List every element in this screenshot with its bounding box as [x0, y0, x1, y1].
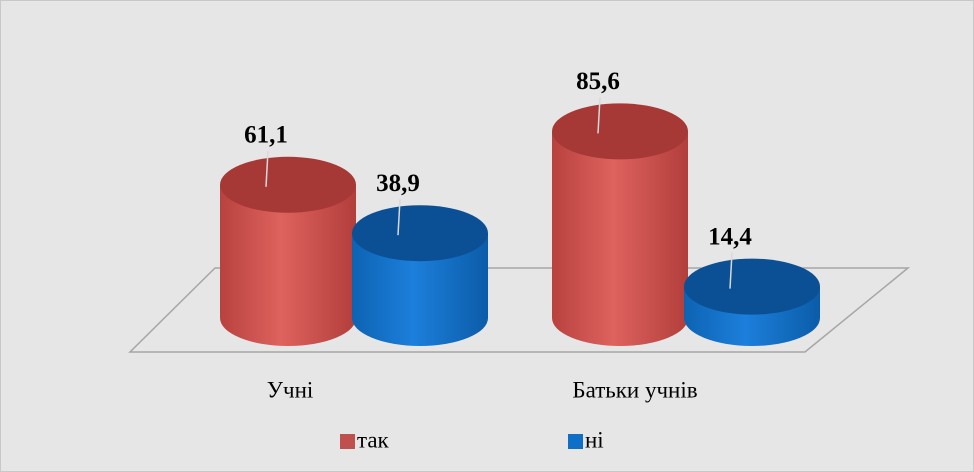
value-label: 61,1	[244, 122, 288, 149]
bar	[552, 131, 688, 346]
value-label: 85,6	[576, 68, 620, 95]
bar-top	[552, 103, 688, 160]
value-label: 14,4	[708, 223, 752, 250]
bar-top	[684, 258, 820, 315]
bar	[352, 233, 488, 346]
legend-label: так	[357, 427, 390, 452]
legend-swatch	[568, 434, 583, 449]
leader-line	[397, 199, 401, 236]
leader-line	[729, 252, 733, 289]
legend-swatch	[340, 434, 355, 449]
x-tick-label: Учні	[267, 377, 314, 402]
leader-line	[597, 97, 601, 134]
bar-top	[220, 156, 356, 213]
value-label: 38,9	[376, 170, 420, 197]
x-tick-label: Батьки учнів	[572, 377, 697, 402]
leader-line	[265, 150, 269, 187]
bar	[220, 184, 356, 346]
bar-top	[352, 205, 488, 262]
legend-label: ні	[585, 427, 604, 452]
